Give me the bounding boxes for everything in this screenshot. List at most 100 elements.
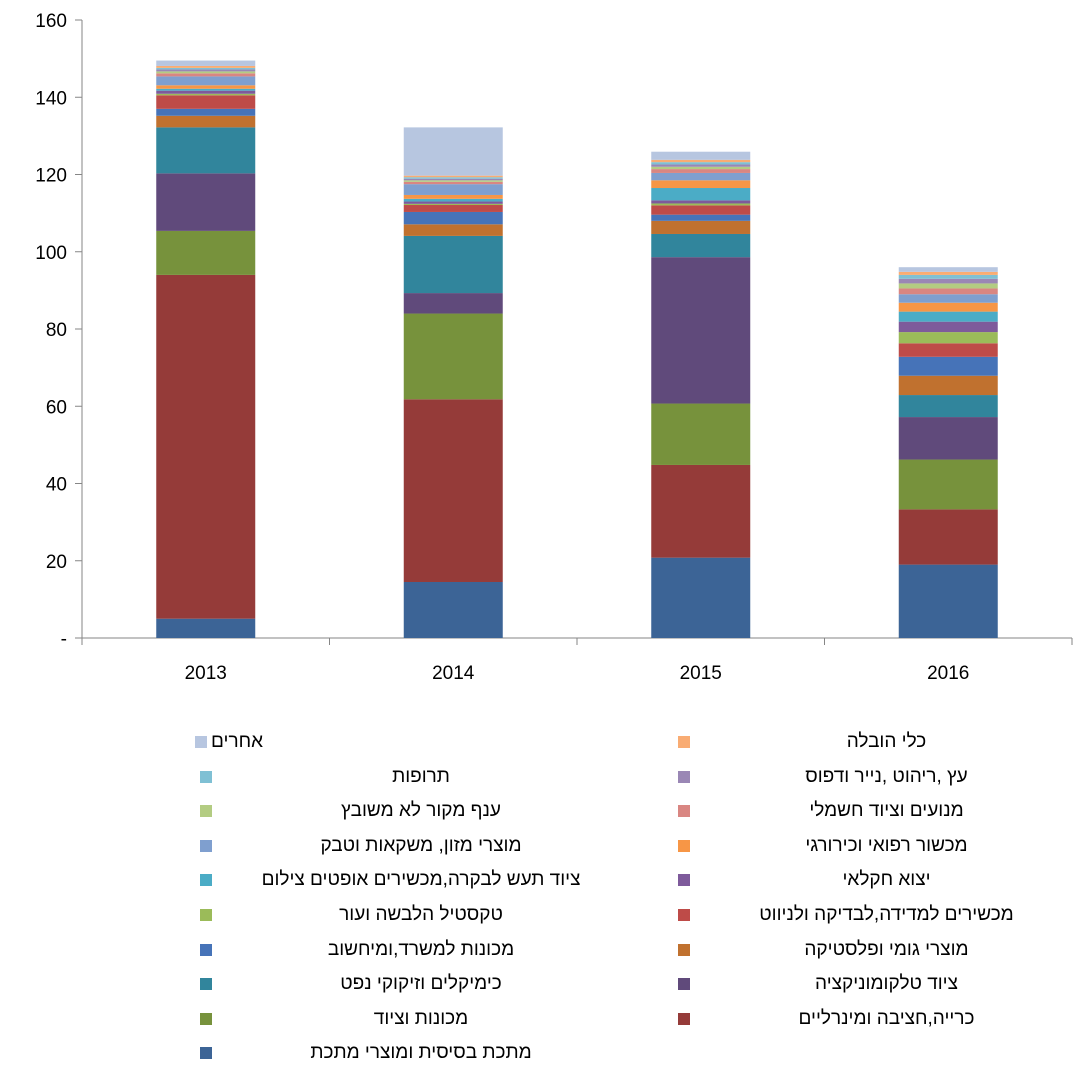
bar-segment — [403, 178, 503, 181]
legend-swatch — [678, 909, 690, 921]
y-tick-label: 60 — [46, 397, 67, 418]
bar-segment — [898, 271, 998, 275]
bar-segment — [898, 332, 998, 344]
bar-segment — [651, 180, 751, 189]
legend-label: מוצרי מזון, משקאות וטבק — [320, 834, 522, 856]
y-axis: - 20 40 60 80 100 120 140 160 — [35, 11, 83, 650]
legend-item: עץ ,ריהוט ,נייר ודפוס — [678, 765, 1083, 789]
bar-segment — [156, 73, 256, 77]
bar-segment — [898, 278, 998, 284]
legend-swatch — [200, 943, 212, 956]
legend-swatch — [678, 943, 690, 956]
bar-stack-2016 — [898, 267, 998, 638]
legend-item: כרייה,חציבה ומינרליים — [678, 1007, 1083, 1031]
bar-stack-2014 — [403, 127, 503, 638]
legend-label: ציוד טלקומוניקציה — [815, 973, 958, 995]
legend-swatch — [678, 736, 690, 748]
bar-segment — [651, 257, 751, 404]
bar-segment — [898, 321, 998, 333]
bar-segment — [651, 464, 751, 558]
x-tick-label: 2015 — [680, 663, 722, 684]
legend-label: מוצרי גומי ופלסטיקה — [804, 938, 969, 960]
legend-swatch — [200, 978, 212, 991]
legend-item: טקסטיל הלבשה ועור — [200, 903, 630, 927]
bar-segment — [651, 162, 751, 165]
legend-item: מכשור רפואי וכירורגי — [678, 834, 1083, 858]
legend-item: מכונות למשרד,ומיחשוב — [200, 938, 630, 962]
legend-label: אחרים — [211, 731, 264, 752]
bar-segment — [651, 164, 751, 167]
legend-swatch — [678, 770, 690, 783]
bar-segment — [403, 180, 503, 182]
bar-segment — [403, 313, 503, 400]
legend-swatch — [200, 805, 212, 818]
bar-segment — [156, 93, 256, 96]
bar-segment — [403, 201, 503, 204]
bar-segment — [898, 343, 998, 357]
legend-label: מתכת בסיסית ומוצרי מתכת — [310, 1042, 532, 1064]
bar-segment — [898, 375, 998, 396]
x-axis: 2013 2014 2015 2016 — [81, 637, 1073, 684]
bar-segment — [651, 151, 751, 160]
bar-segment — [898, 283, 998, 289]
legend-item: ענף מקור לא משובץ — [200, 799, 630, 823]
legend-item: אחרים — [195, 730, 395, 754]
bar-segment — [651, 214, 751, 221]
y-tick-label: 20 — [46, 552, 67, 573]
bar-segment — [898, 509, 998, 565]
bar-segment — [156, 95, 256, 109]
legend-item: יצוא חקלאי — [678, 868, 1083, 892]
y-tick-label: 40 — [46, 475, 67, 496]
bar-segment — [651, 205, 751, 215]
bar-segment — [651, 166, 751, 170]
bar-segment — [898, 302, 998, 312]
bar-segment — [156, 274, 256, 619]
y-tick-label: 100 — [35, 243, 67, 264]
legend-swatch — [678, 1012, 690, 1025]
bar-segment — [403, 399, 503, 582]
bar-segment — [898, 294, 998, 303]
legend-item: כימיקלים וזיקוקי נפט — [200, 972, 630, 996]
bar-segment — [403, 203, 503, 206]
bar-segment — [651, 403, 751, 465]
bar-segment — [156, 230, 256, 275]
legend-label: מכשירים למדידה,לבדיקה ולניווט — [759, 904, 1014, 925]
legend-swatch — [200, 1012, 212, 1025]
bar-segment — [898, 288, 998, 295]
legend-label: ענף מקור לא משובץ — [341, 800, 501, 822]
bar-segment — [403, 127, 503, 176]
bar-segment — [898, 274, 998, 279]
legend-swatch — [678, 805, 690, 818]
legend-label: מכונות וציוד — [373, 1007, 469, 1029]
bar-segment — [651, 188, 751, 201]
legend-label: כלי הובלה — [846, 731, 927, 752]
y-tick-label: 140 — [35, 88, 67, 109]
bar-segment — [156, 108, 256, 116]
bar-segment — [156, 65, 256, 68]
bar-segment — [403, 175, 503, 178]
bar-segment — [403, 224, 503, 236]
legend-item: מוצרי מזון, משקאות וטבק — [200, 834, 630, 858]
bar-segment — [403, 205, 503, 212]
legend-item: תרופות — [200, 765, 630, 789]
legend-item: כלי הובלה — [678, 730, 1083, 754]
y-tick-label: 160 — [35, 11, 67, 32]
legend-swatch — [200, 1047, 212, 1060]
legend-swatch — [200, 839, 212, 852]
legend-item: מנועים וציוד חשמלי — [678, 799, 1083, 823]
bar-stack-2013 — [156, 60, 256, 638]
bar-segment — [156, 127, 256, 174]
legend-label: ציוד תעש לבקרה,מכשירים אופטים צילום — [261, 869, 581, 891]
legend-swatch — [195, 736, 207, 748]
legend-swatch — [678, 978, 690, 991]
bar-segment — [651, 220, 751, 234]
bar-segment — [156, 69, 256, 72]
y-tick-label: 80 — [46, 320, 67, 341]
bar-segment — [898, 356, 998, 376]
legend-swatch — [678, 839, 690, 852]
bar-segment — [156, 90, 256, 94]
bar-segment — [156, 85, 256, 89]
bar-segment — [651, 203, 751, 206]
legend-item: ציוד טלקומוניקציה — [678, 972, 1083, 996]
bar-segment — [156, 67, 256, 70]
